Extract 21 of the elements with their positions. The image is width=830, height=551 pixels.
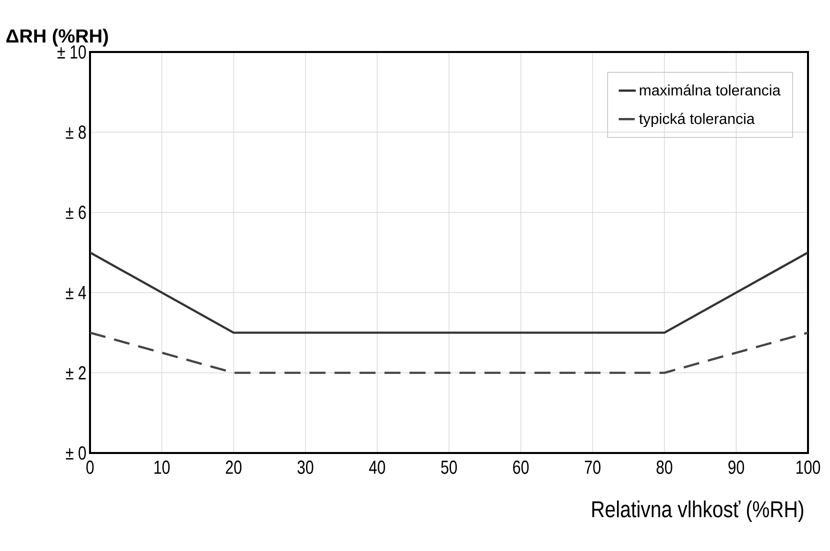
x-tick-label: 60 — [513, 460, 529, 474]
legend-label: typická tolerancia — [639, 112, 755, 128]
legend-label: maximálna tolerancia — [640, 84, 781, 96]
x-tick-label: 80 — [656, 460, 672, 474]
x-tick-label: 50 — [441, 460, 457, 474]
x-axis-title: Relativna vlhkosť (%RH) — [592, 500, 804, 522]
y-tick-label: ± 2 — [66, 366, 86, 380]
y-tick-label: ± 8 — [66, 125, 86, 139]
x-tick-label: 90 — [728, 460, 744, 474]
x-tick-label: 100 — [796, 460, 820, 474]
x-tick-label: 70 — [584, 460, 600, 474]
y-axis-title: ΔRH (%RH) — [6, 28, 108, 46]
y-tick-label: ± 10 — [57, 45, 86, 59]
x-tick-label: 30 — [298, 460, 314, 474]
y-tick-label: ± 4 — [66, 286, 86, 300]
x-tick-label: 20 — [226, 460, 242, 474]
x-tick-label: 40 — [369, 460, 386, 474]
x-tick-label: 10 — [154, 460, 170, 474]
y-tick-label: ± 6 — [66, 206, 86, 220]
y-tick-label: ± 0 — [66, 446, 86, 460]
x-tick-label: 0 — [86, 460, 94, 474]
